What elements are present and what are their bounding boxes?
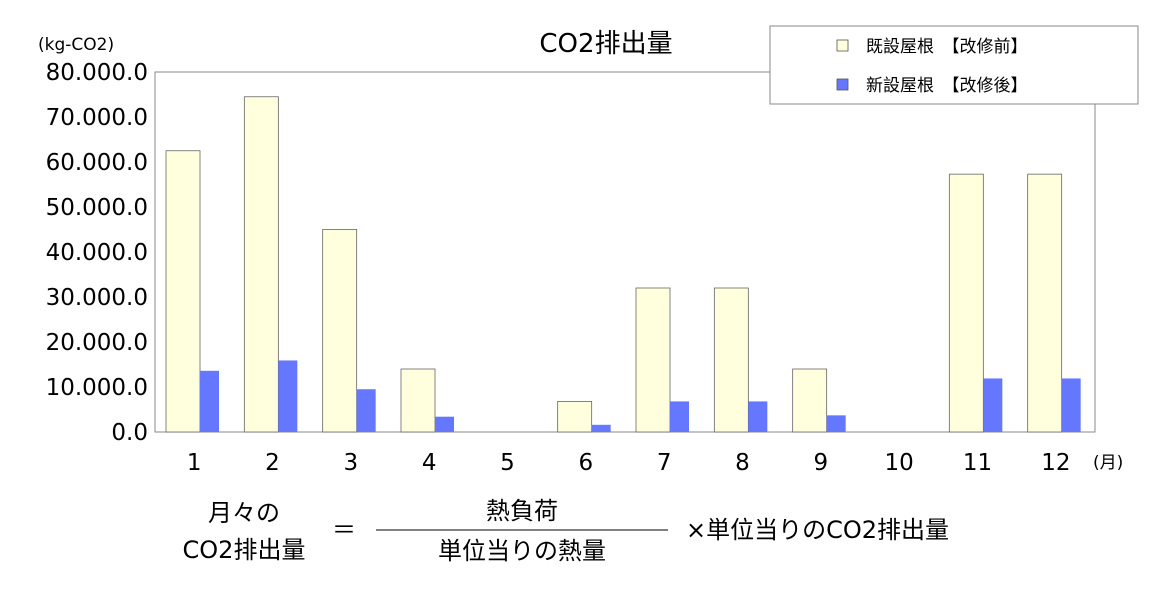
- legend-swatch-existing-roof: [836, 39, 849, 52]
- bar-new-roof: [356, 389, 376, 432]
- y-tick-label: 20.000.0: [46, 330, 148, 356]
- bar-new-roof: [983, 378, 1003, 432]
- formula-lhs-line2: CO2排出量: [183, 536, 306, 564]
- y-tick-label: 0.0: [111, 420, 148, 446]
- y-tick-label: 10.000.0: [46, 375, 148, 401]
- x-tick-label: 6: [579, 450, 594, 476]
- bar-new-roof: [278, 360, 298, 432]
- bar-existing-roof: [792, 368, 828, 433]
- x-tick-label: 4: [422, 450, 437, 476]
- chart-title: CO2排出量: [539, 29, 672, 59]
- formula-lhs-line1: 月々の: [208, 499, 280, 527]
- bar-new-roof: [591, 424, 611, 432]
- x-tick-label: 10: [885, 450, 914, 476]
- x-tick-label: 2: [265, 450, 280, 476]
- legend-label-new-roof: 新設屋根 【改修後】: [866, 76, 1028, 96]
- y-tick-label: 70.000.0: [46, 105, 148, 131]
- bar-existing-roof: [713, 287, 749, 433]
- formula-numerator: 熱負荷: [486, 497, 558, 525]
- y-tick-label: 60.000.0: [46, 150, 148, 176]
- bar-existing-roof: [948, 173, 984, 433]
- bar-existing-roof: [1027, 173, 1063, 433]
- bar-existing-roof: [400, 368, 436, 433]
- y-tick-label: 80.000.0: [46, 60, 148, 86]
- bar-existing-roof: [165, 150, 201, 433]
- formula-equals: ＝: [332, 516, 356, 544]
- x-tick-label: 7: [657, 450, 672, 476]
- bar-existing-roof: [635, 287, 671, 433]
- y-tick-label: 30.000.0: [46, 285, 148, 311]
- bar-new-roof: [670, 401, 689, 432]
- bars-group: [165, 96, 1081, 433]
- x-tick-label: 1: [187, 450, 202, 476]
- x-tick-label: 9: [814, 450, 829, 476]
- legend: 既設屋根 【改修前】 新設屋根 【改修後】: [769, 25, 1139, 105]
- bar-existing-roof: [243, 96, 279, 433]
- y-axis-unit-label: (kg-CO2): [38, 35, 114, 55]
- x-axis-unit-label: (月): [1093, 453, 1123, 473]
- formula-denominator: 単位当りの熱量: [438, 537, 606, 565]
- legend-label-existing-roof: 既設屋根 【改修前】: [866, 37, 1028, 57]
- x-tick-label: 11: [963, 450, 992, 476]
- bar-new-roof: [200, 370, 219, 432]
- x-axis-ticks: 1 2 3 4 5 6 7 8 9 10 11 12: [187, 450, 1071, 476]
- x-tick-label: 12: [1041, 450, 1070, 476]
- x-tick-label: 3: [344, 450, 359, 476]
- bar-existing-roof: [557, 400, 593, 433]
- legend-box: [769, 25, 1139, 105]
- bar-new-roof: [826, 415, 846, 432]
- plot-area-frame: [154, 71, 1096, 433]
- y-tick-label: 50.000.0: [46, 195, 148, 221]
- bar-existing-roof: [322, 229, 358, 433]
- formula: 月々の CO2排出量 ＝ 熱負荷 単位当りの熱量 ×単位当りのCO2排出量: [183, 497, 949, 565]
- x-tick-label: 8: [735, 450, 750, 476]
- legend-swatch-new-roof: [836, 78, 849, 91]
- y-axis-ticks: 0.0 10.000.0 20.000.0 30.000.0 40.000.0 50.00…: [46, 60, 148, 446]
- bar-new-roof: [1061, 378, 1081, 432]
- bar-new-roof: [435, 416, 454, 432]
- y-tick-label: 40.000.0: [46, 240, 148, 266]
- bar-new-roof: [748, 401, 768, 432]
- x-tick-label: 5: [500, 450, 515, 476]
- formula-rhs: ×単位当りのCO2排出量: [686, 516, 949, 544]
